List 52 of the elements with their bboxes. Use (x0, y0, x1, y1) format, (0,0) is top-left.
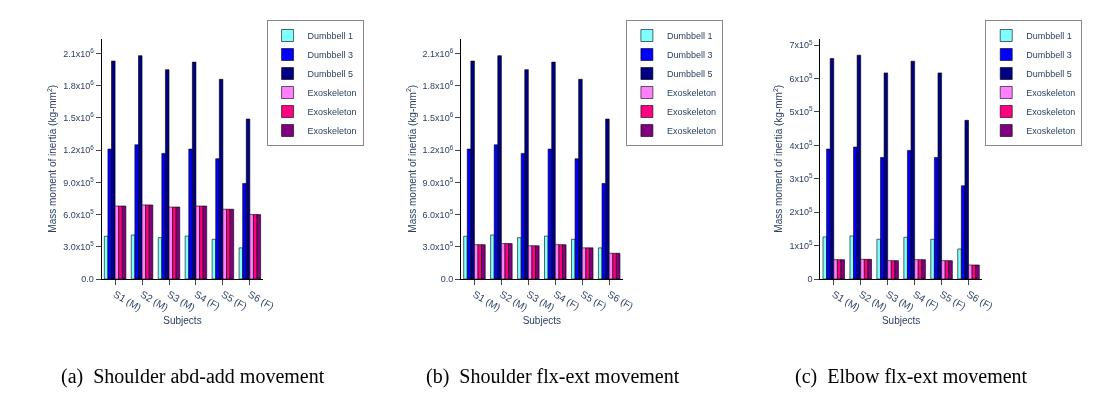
legend-label: Exoskeleton (307, 126, 357, 137)
y-tick-label: 1x10$^{5}$ (789, 238, 813, 251)
y-tick-label: 6.0x10$^{5}$ (63, 207, 95, 220)
legend-label: Exoskeleton (1026, 88, 1076, 99)
legend-label: Dumbbell 3 (666, 50, 713, 61)
legend-label: Exoskeleton (666, 126, 716, 137)
y-tick-label: 0.0 (440, 274, 454, 285)
legend-label: Dumbbell 1 (307, 31, 354, 42)
legend-label: Exoskeleton (1026, 126, 1076, 137)
y-tick-label: 1.8x10$^{6}$ (63, 79, 95, 91)
legend-label: Dumbbell 3 (1026, 50, 1072, 61)
x-axis-title: Subjects (163, 314, 202, 326)
x-tick-label: S6 (F) (965, 288, 995, 312)
y-tick-label: 6x10$^{5}$ (789, 71, 813, 84)
y-tick-label: 7x10$^{5}$ (789, 38, 813, 51)
legend-label: Dumbbell 5 (1026, 69, 1072, 80)
y-tick-label: 6.0x10$^{5}$ (422, 207, 454, 220)
legend-label: Dumbbell 5 (307, 69, 354, 80)
legend-label: Exoskeleton (307, 88, 357, 99)
y-tick-label: 1.5x10$^{6}$ (422, 111, 454, 124)
y-tick-label: 2.1x10$^{6}$ (63, 46, 95, 59)
text: (a) Shoulder abd-add movement (61, 365, 325, 388)
legend-label: Dumbbell 5 (666, 69, 713, 80)
y-tick-label: 3.0x10$^{5}$ (422, 240, 454, 252)
legend-label: Exoskeleton (1026, 107, 1076, 118)
text: (b) Shoulder flx-ext movement (426, 365, 680, 388)
y-tick-label: 9.0x10$^{5}$ (63, 175, 95, 188)
y-tick-label: 0.0 (81, 274, 94, 285)
y-tick-label: 1.2x10$^{6}$ (63, 143, 95, 156)
y-tick-label: 0 (807, 274, 813, 285)
y-tick-label: 5x10$^{5}$ (789, 105, 813, 118)
y-tick-label: 1.8x10$^{6}$ (422, 79, 454, 91)
legend-label: Exoskeleton (666, 88, 716, 99)
y-tick-label: 1.5x10$^{6}$ (63, 111, 95, 124)
legend-label: Exoskeleton (307, 107, 357, 118)
legend-label: Dumbbell 3 (307, 50, 354, 61)
text: (c) Elbow flx-ext movement (795, 365, 1028, 388)
legend-label: Dumbbell 1 (666, 31, 713, 42)
x-tick-label: S6 (F) (246, 288, 276, 312)
y-tick-label: 4x10$^{5}$ (789, 138, 813, 151)
legend-label: Dumbbell 1 (1026, 31, 1072, 42)
y-tick-label: 9.0x10$^{5}$ (422, 175, 454, 188)
x-axis-title: Subjects (522, 314, 561, 326)
x-tick-label: S5 (F) (938, 288, 968, 312)
y-tick-label: 2x10$^{5}$ (789, 205, 813, 218)
y-tick-label: 3x10$^{5}$ (789, 172, 813, 184)
y-tick-label: 2.1x10$^{6}$ (422, 46, 454, 59)
legend-label: Exoskeleton (666, 107, 716, 118)
y-tick-label: 1.2x10$^{6}$ (422, 143, 454, 156)
x-axis-title: Subjects (881, 314, 921, 326)
x-tick-label: S5 (F) (219, 288, 249, 312)
y-tick-label: 3.0x10$^{5}$ (63, 240, 95, 252)
